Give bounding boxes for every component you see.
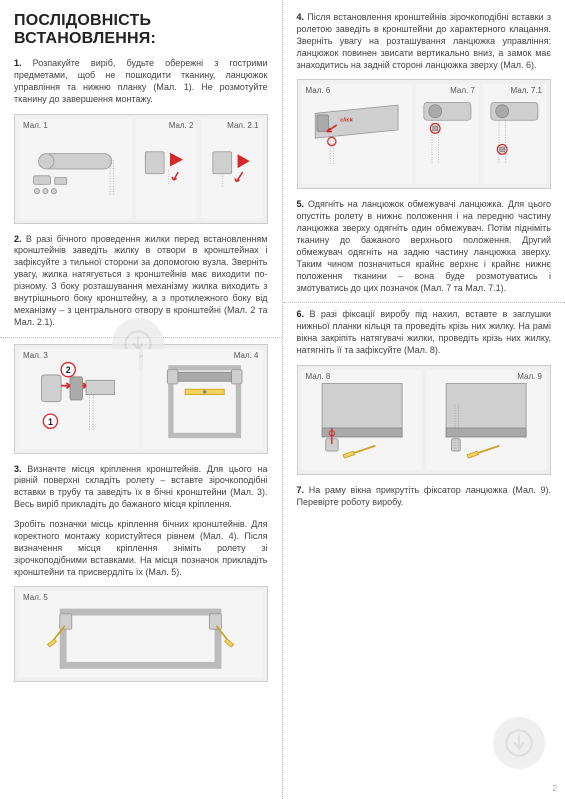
figure-row-1: Мал. 1 Мал. 2 xyxy=(14,114,268,224)
step-4-body: Після встановлення кронштейнів зірочкопо… xyxy=(297,12,552,70)
num-1: 1 xyxy=(48,416,53,426)
figure-2-1: Мал. 2.1 xyxy=(201,119,262,219)
divider-right xyxy=(283,302,565,303)
figure-7-caption: Мал. 7 xyxy=(450,86,475,95)
figure-7: Мал. 7 xyxy=(416,84,479,184)
figure-8: Мал. 8 xyxy=(302,370,422,470)
figure-6-illustration: click xyxy=(307,94,406,174)
figure-2: Мал. 2 xyxy=(136,119,197,219)
num-2: 2 xyxy=(66,365,71,375)
figure-2-1-caption: Мал. 2.1 xyxy=(227,121,258,130)
step-1-text: 1. Розпакуйте виріб, будьте обережні з г… xyxy=(14,58,268,106)
figure-7-illustration xyxy=(419,94,476,174)
step-4-lead: 4. xyxy=(297,12,305,22)
step-5-lead: 5. xyxy=(297,199,305,209)
figure-7-1-illustration xyxy=(486,94,543,174)
figure-5-caption: Мал. 5 xyxy=(23,593,48,602)
step-3-text-a: 3. Визначте місця кріплення кронштейнів.… xyxy=(14,464,268,512)
watermark-icon-2 xyxy=(493,717,545,769)
figure-5: Мал. 5 xyxy=(19,591,263,677)
step-4-text: 4. Після встановлення кронштейнів зірочк… xyxy=(297,12,552,71)
step-7-text: 7. На раму вікна прикрутіть фіксатор лан… xyxy=(297,485,552,509)
figure-1: Мал. 1 xyxy=(19,119,132,219)
step-7-lead: 7. xyxy=(297,485,305,495)
figure-7-1-caption: Мал. 7.1 xyxy=(511,86,542,95)
figure-4: Мал. 4 xyxy=(143,349,263,449)
figure-1-caption: Мал. 1 xyxy=(23,121,48,130)
figure-9-caption: Мал. 9 xyxy=(517,372,542,381)
figure-7-1: Мал. 7.1 xyxy=(483,84,546,184)
page-title: ПОСЛІДОВНІСТЬ ВСТАНОВЛЕННЯ: xyxy=(14,12,268,48)
step-6-text: 6. В разі фіксації виробу під нахил, вст… xyxy=(297,309,552,357)
figure-8-caption: Мал. 8 xyxy=(306,372,331,381)
step-5-body: Одягніть на ланцюжок обмежувачі ланцюжка… xyxy=(297,199,552,292)
right-column: 4. Після встановлення кронштейнів зірочк… xyxy=(283,0,565,799)
figure-6-caption: Мал. 6 xyxy=(306,86,331,95)
figure-3: Мал. 3 1 2 xyxy=(19,349,139,449)
page-number: 2 xyxy=(553,784,557,793)
step-3-text-b: Зробіть позначки місць кріплення бічних … xyxy=(14,519,268,578)
step-2-text: 2. В разі бічного проведення жилки перед… xyxy=(14,234,268,329)
figure-8-illustration xyxy=(308,380,416,460)
figure-2-caption: Мал. 2 xyxy=(169,121,194,130)
step-3-lead: 3. xyxy=(14,464,22,474)
figure-3-caption: Мал. 3 xyxy=(23,351,48,360)
step-1-lead: 1. xyxy=(14,58,22,68)
figure-4-illustration xyxy=(149,359,257,439)
step-6-body: В разі фіксації виробу під нахил, вставт… xyxy=(297,309,552,355)
step-2-body: В разі бічного проведення жилки перед вс… xyxy=(14,234,268,327)
figure-2-illustration xyxy=(139,129,194,209)
step-7-body: На раму вікна прикрутіть фіксатор ланцюж… xyxy=(297,485,552,507)
step-5-text: 5. Одягніть на ланцюжок обмежувачі ланцю… xyxy=(297,199,552,294)
step-1-body: Розпакуйте виріб, будьте обережні з гост… xyxy=(14,58,268,104)
figure-9: Мал. 9 xyxy=(426,370,546,470)
step-6-lead: 6. xyxy=(297,309,305,319)
figure-row-4: Мал. 6 click Мал. 7 xyxy=(297,79,552,189)
figure-6: Мал. 6 click xyxy=(302,84,412,184)
click-label: click xyxy=(340,118,354,124)
figure-2-1-illustration xyxy=(205,129,260,209)
step-3-body-a: Визначте місця кріплення кронштейнів. Дл… xyxy=(14,464,268,510)
figure-9-illustration xyxy=(432,380,540,460)
step-2-lead: 2. xyxy=(14,234,22,244)
figure-5-illustration xyxy=(31,600,250,669)
figure-row-3: Мал. 5 xyxy=(14,586,268,682)
figure-row-5: Мал. 8 Мал. 9 xyxy=(297,365,552,475)
figure-3-illustration: 1 2 xyxy=(25,359,133,439)
left-column: ПОСЛІДОВНІСТЬ ВСТАНОВЛЕННЯ: 1. Розпакуйт… xyxy=(0,0,283,799)
figure-1-illustration xyxy=(25,129,127,209)
figure-4-caption: Мал. 4 xyxy=(234,351,259,360)
